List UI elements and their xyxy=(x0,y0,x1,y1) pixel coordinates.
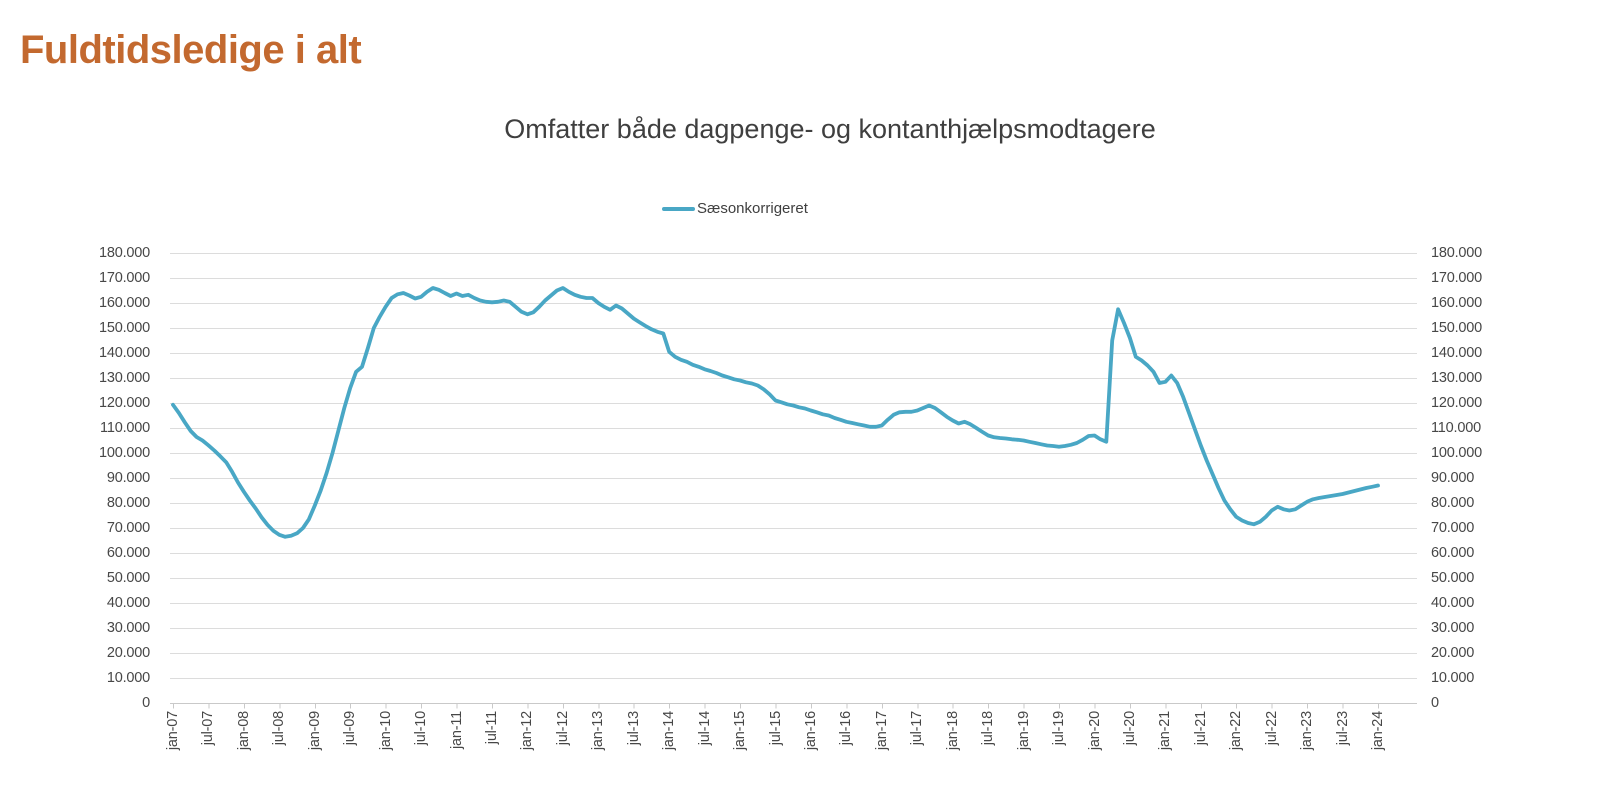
y-tick-label: 30.000 xyxy=(1431,620,1475,636)
y-tick-label: 90.000 xyxy=(106,470,150,486)
x-tick-label: jan-12 xyxy=(519,711,536,751)
y-tick-label: 160.000 xyxy=(1431,295,1483,311)
x-tick-label: jul-10 xyxy=(413,711,430,746)
y-tick-label: 170.000 xyxy=(1431,270,1483,286)
x-tick-label: jul-22 xyxy=(1263,711,1280,746)
y-tick-label: 60.000 xyxy=(1431,545,1475,561)
x-tick-label: jan-17 xyxy=(873,711,890,751)
y-tick-label: 100.000 xyxy=(98,445,150,461)
x-tick-label: jul-19 xyxy=(1051,711,1067,746)
y-tick-label: 70.000 xyxy=(106,520,150,536)
y-tick-label: 150.000 xyxy=(98,320,150,336)
chart-legend: Sæsonkorrigeret xyxy=(662,200,808,217)
y-tick-label: 180.000 xyxy=(1431,245,1483,261)
y-tick-label: 60.000 xyxy=(106,545,150,561)
x-tick-label: jul-20 xyxy=(1121,711,1138,746)
y-tick-label: 90.000 xyxy=(1431,470,1475,486)
y-tick-label: 30.000 xyxy=(106,620,150,636)
y-tick-label: 40.000 xyxy=(1431,595,1475,611)
x-tick-label: jul-23 xyxy=(1334,711,1351,746)
x-tick-label: jul-14 xyxy=(696,711,713,746)
x-tick-label: jul-17 xyxy=(909,711,926,746)
x-tick-label: jul-13 xyxy=(625,711,642,746)
y-tick-label: 80.000 xyxy=(106,495,150,511)
y-tick-label: 10.000 xyxy=(1431,670,1475,686)
x-tick-label: jan-16 xyxy=(802,711,819,751)
x-tick-label: jul-08 xyxy=(271,711,288,746)
x-tick-label: jan-11 xyxy=(448,711,465,750)
y-tick-label: 110.000 xyxy=(100,420,150,436)
x-tick-label: jan-09 xyxy=(306,711,323,751)
x-tick-label: jan-10 xyxy=(377,711,394,751)
x-tick-label: jul-09 xyxy=(342,711,359,746)
line-chart-plot xyxy=(170,253,1417,709)
page-title: Fuldtidsledige i alt xyxy=(20,28,362,72)
legend-label: Sæsonkorrigeret xyxy=(697,200,808,217)
x-tick-label: jul-15 xyxy=(767,711,784,746)
y-tick-label: 20.000 xyxy=(106,645,150,661)
x-tick-label: jan-13 xyxy=(590,711,607,751)
y-tick-label: 140.000 xyxy=(1431,345,1483,361)
y-tick-label: 50.000 xyxy=(106,570,150,586)
y-tick-label: 160.000 xyxy=(98,295,150,311)
x-tick-label: jan-19 xyxy=(1015,711,1032,751)
x-tick-label: jul-12 xyxy=(554,711,571,746)
x-tick-label: jul-18 xyxy=(980,711,997,746)
y-tick-label: 120.000 xyxy=(1431,395,1483,411)
y-tick-label: 150.000 xyxy=(1431,320,1483,336)
x-tick-label: jul-21 xyxy=(1192,711,1209,746)
series-line-saesonkorrigeret xyxy=(171,286,1380,539)
y-tick-label: 40.000 xyxy=(106,595,150,611)
x-tick-label: jan-24 xyxy=(1370,711,1386,751)
x-tick-label: jan-21 xyxy=(1157,711,1174,751)
y-tick-label: 180.000 xyxy=(98,245,150,261)
y-tick-label: 120.000 xyxy=(98,395,150,411)
y-tick-label: 140.000 xyxy=(98,345,150,361)
y-tick-label: 130.000 xyxy=(1431,370,1483,386)
y-tick-label: 100.000 xyxy=(1431,445,1483,461)
x-tick-label: jan-18 xyxy=(944,711,961,751)
x-tick-label: jan-22 xyxy=(1228,711,1245,751)
chart-title: Omfatter både dagpenge- og kontanthjælps… xyxy=(504,114,1156,144)
x-tick-label: jan-14 xyxy=(661,711,678,751)
x-tick-label: jan-15 xyxy=(732,711,749,751)
y-tick-label: 10.000 xyxy=(106,670,150,686)
x-tick-label: jan-23 xyxy=(1299,711,1316,751)
y-tick-label: 50.000 xyxy=(1431,570,1475,586)
y-tick-label: 0 xyxy=(142,695,150,711)
x-tick-label: jan-07 xyxy=(165,711,181,751)
y-tick-label: 80.000 xyxy=(1431,495,1475,511)
x-tick-label: jan-20 xyxy=(1086,711,1103,751)
x-tick-label: jul-16 xyxy=(838,711,855,746)
y-tick-label: 0 xyxy=(1431,695,1439,711)
y-tick-label: 20.000 xyxy=(1431,645,1475,661)
x-tick-label: jan-08 xyxy=(235,711,252,751)
y-tick-label: 110.000 xyxy=(1431,420,1481,436)
x-tick-label: jul-07 xyxy=(200,711,217,746)
y-tick-label: 70.000 xyxy=(1431,520,1475,536)
y-tick-label: 170.000 xyxy=(98,270,150,286)
y-tick-label: 130.000 xyxy=(98,370,150,386)
legend-line-icon xyxy=(662,206,695,211)
x-tick-label: jul-11 xyxy=(484,711,500,745)
